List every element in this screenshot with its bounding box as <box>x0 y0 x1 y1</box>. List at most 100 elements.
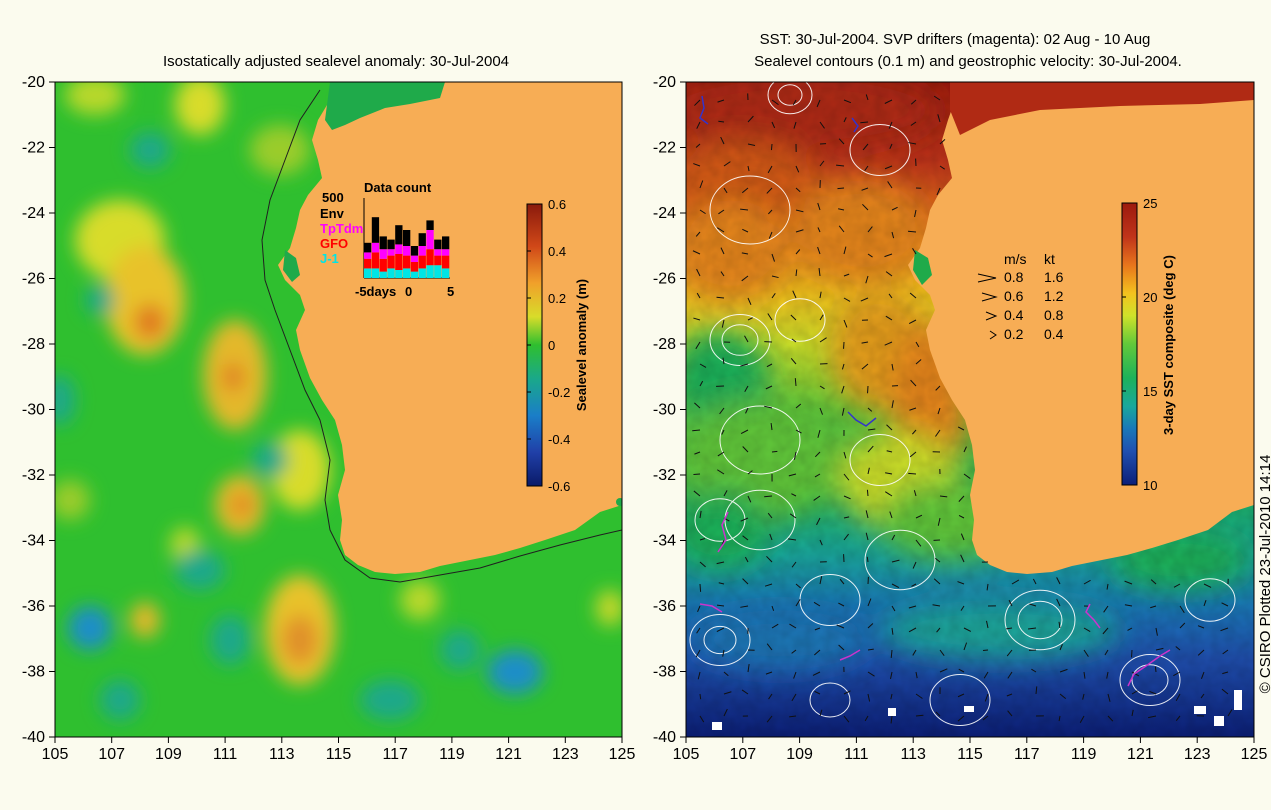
x-tick-label: 117 <box>1014 746 1040 763</box>
velocity-vector <box>957 426 965 431</box>
velocity-vector <box>819 576 823 585</box>
velocity-vector <box>720 247 725 255</box>
velocity-vector <box>696 268 701 277</box>
velocity-vector <box>1127 627 1133 631</box>
velocity-vector <box>891 206 898 211</box>
x-tick-label: 105 <box>673 746 700 763</box>
velocity-vector <box>697 605 701 613</box>
velocity-vector <box>814 451 821 458</box>
velocity-vector <box>843 495 851 500</box>
velocity-vector <box>819 160 825 167</box>
velocity-vector <box>984 693 989 702</box>
velocity-vector <box>791 693 797 702</box>
data-count-bar-segment <box>426 249 434 266</box>
velocity-vector <box>864 715 869 722</box>
velocity-vector <box>695 649 701 658</box>
velocity-vector <box>939 668 948 673</box>
velocity-vector <box>1179 605 1185 614</box>
velocity-vector <box>912 649 917 656</box>
x-tick-label: 125 <box>1241 746 1268 763</box>
velocity-vector <box>911 429 917 435</box>
velocity-vector <box>1154 666 1157 673</box>
velocity-vector <box>1107 715 1114 722</box>
velocity-vector <box>721 319 725 328</box>
data-count-bar-segment <box>434 239 442 250</box>
velocity-vector <box>718 582 725 585</box>
velocity-vector <box>861 341 869 344</box>
velocity-vector <box>813 649 821 656</box>
y-tick-label: -38 <box>653 664 676 681</box>
velocity-vector <box>843 715 850 723</box>
velocity-legend-ms: 0.8 <box>1004 269 1024 285</box>
velocity-vector <box>742 578 749 585</box>
velocity-vectors <box>692 93 1233 724</box>
velocity-vector <box>939 495 948 498</box>
sealevel-contour-ring <box>849 434 911 486</box>
velocity-vector <box>937 114 941 123</box>
velocity-vector <box>836 624 845 629</box>
velocity-vector <box>936 627 941 633</box>
sealevel-contour-ring <box>809 682 851 718</box>
velocity-vector <box>747 470 753 475</box>
velocity-vector <box>937 407 941 415</box>
velocity-legend-arrow <box>985 311 998 321</box>
velocity-vector <box>791 561 797 568</box>
velocity-vector <box>795 165 800 173</box>
velocity-vector <box>866 489 869 497</box>
data-count-bar-segment <box>387 268 395 278</box>
velocity-vector <box>909 407 917 411</box>
velocity-vector <box>767 209 773 215</box>
velocity-vector <box>788 538 797 541</box>
velocity-vector <box>793 671 797 679</box>
velocity-vector <box>692 250 701 255</box>
sealevel-contour-ring <box>929 674 991 726</box>
velocity-vector <box>1083 627 1091 632</box>
left-shelf-contour <box>261 89 622 583</box>
velocity-vector <box>699 693 702 700</box>
velocity-vector <box>795 209 804 213</box>
x-tick-label: 113 <box>269 746 295 763</box>
velocity-vector <box>843 319 848 328</box>
velocity-vector <box>1222 649 1229 655</box>
velocity-vector <box>744 385 749 392</box>
velocity-vector <box>1222 671 1229 675</box>
velocity-vector <box>862 143 869 151</box>
velocity-vector <box>884 165 893 170</box>
right-blue-drifters-north <box>699 95 877 427</box>
velocity-legend: m/s kt 0.8 1.6 0.6 1.2 0.4 0.8 0.2 0.4 <box>977 251 1064 342</box>
velocity-vector <box>771 121 776 129</box>
velocity-vector <box>865 532 869 541</box>
data-count-bar-segment <box>418 233 426 246</box>
velocity-vector <box>891 534 896 541</box>
velocity-vector <box>960 533 965 541</box>
sealevel-contour-ring <box>694 498 746 542</box>
data-count-bar-segment <box>426 230 434 250</box>
velocity-vector <box>1106 583 1109 590</box>
data-count-x-end: 5 <box>447 284 454 299</box>
left-colorbar: 0.6 0.4 0.2 0 -0.2 -0.4 -0.6 Sealevel anomaly … <box>526 197 589 494</box>
left-colorbar-ticks: 0.6 0.4 0.2 0 -0.2 -0.4 -0.6 <box>527 197 570 494</box>
velocity-legend-arrow <box>989 330 997 340</box>
velocity-vector <box>1058 621 1061 629</box>
velocity-vector <box>747 297 752 306</box>
velocity-vector <box>1131 709 1134 717</box>
velocity-vector <box>890 671 893 680</box>
velocity-vector <box>1197 649 1205 656</box>
x-tick-label: 119 <box>439 746 465 763</box>
velocity-vector <box>720 136 725 145</box>
velocity-vector <box>1103 605 1109 613</box>
colorbar-tick-label: 0.4 <box>548 244 566 259</box>
velocity-vector <box>865 510 869 519</box>
velocity-vector <box>884 253 893 258</box>
velocity-vector <box>692 429 701 432</box>
velocity-vector <box>1102 627 1109 635</box>
velocity-vector <box>910 121 917 126</box>
velocity-vector <box>860 297 869 302</box>
velocity-vector <box>958 514 965 519</box>
colorbar-tick-label: -0.2 <box>548 385 570 400</box>
velocity-vector <box>1155 627 1158 636</box>
velocity-vector <box>1200 693 1205 699</box>
velocity-vector <box>1059 693 1067 700</box>
velocity-vector <box>1056 598 1061 607</box>
